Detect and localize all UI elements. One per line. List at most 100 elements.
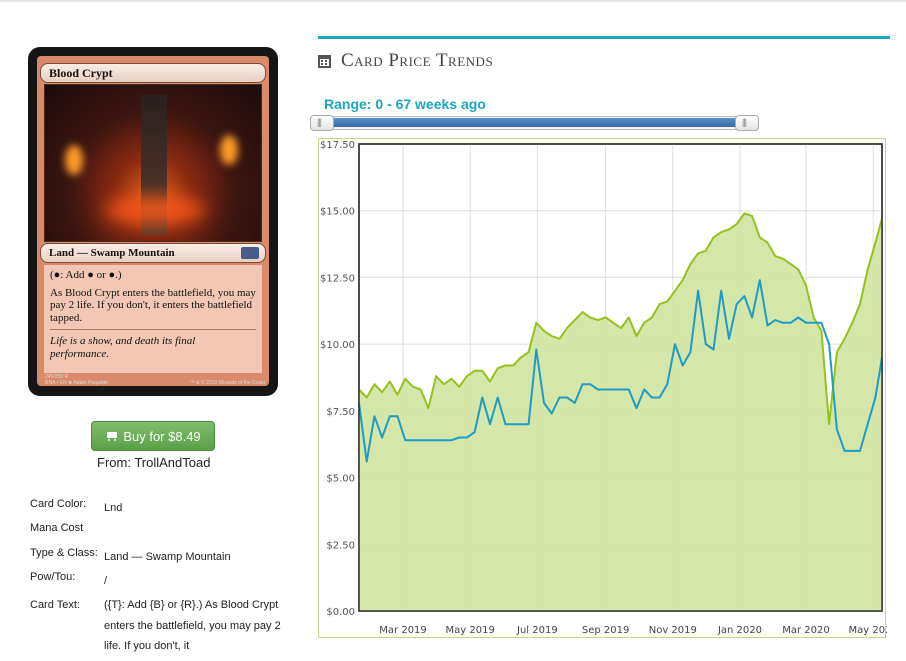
data-point-green bbox=[820, 330, 823, 332]
data-point-blue bbox=[866, 423, 869, 426]
x-tick-label: Jan 2020 bbox=[717, 625, 762, 636]
data-point-blue bbox=[666, 383, 669, 385]
y-tick-label: $7.50 bbox=[326, 407, 355, 418]
card-type-line: Land — Swamp Mountain bbox=[40, 243, 266, 263]
detail-label: Mana Cost bbox=[30, 522, 84, 535]
data-point-green bbox=[782, 257, 784, 260]
data-point-green bbox=[874, 241, 877, 244]
data-point-blue bbox=[597, 388, 599, 391]
data-point-blue bbox=[442, 439, 445, 442]
y-tick-label: $5.00 bbox=[326, 474, 355, 485]
slider-handle-min[interactable] bbox=[310, 115, 334, 131]
detail-value: / bbox=[104, 574, 108, 587]
data-point-blue bbox=[543, 402, 545, 404]
y-tick-label: $15.00 bbox=[320, 207, 355, 218]
data-point-green bbox=[705, 249, 707, 252]
data-point-green bbox=[643, 321, 645, 324]
data-point-blue bbox=[481, 396, 484, 399]
x-tick-label: Jul 2019 bbox=[516, 625, 558, 636]
data-point-green bbox=[651, 316, 653, 319]
data-point-green bbox=[658, 303, 661, 305]
data-point-green bbox=[766, 241, 769, 244]
data-point-blue bbox=[720, 289, 723, 292]
card-text-box: (●: Add ● or ●.) As Blood Crypt enters t… bbox=[44, 265, 262, 373]
plot-frame bbox=[358, 143, 883, 612]
data-point-green bbox=[627, 316, 630, 319]
card-details: Card Color: Lnd Mana Cost Type & Class: … bbox=[30, 498, 290, 657]
data-point-green bbox=[828, 423, 830, 426]
card-image: Blood Crypt Land — Swamp Mountain (●: Ad… bbox=[28, 47, 278, 396]
section-header: Card Price Trends bbox=[318, 50, 493, 72]
data-point-blue bbox=[489, 423, 491, 426]
data-point-green bbox=[851, 321, 854, 324]
data-point-green bbox=[728, 228, 730, 231]
data-point-blue bbox=[766, 324, 769, 327]
data-point-blue bbox=[627, 388, 630, 391]
data-point-green bbox=[681, 279, 684, 281]
data-point-green bbox=[735, 223, 738, 225]
data-point-green bbox=[558, 338, 561, 340]
x-tick-label: Sep 2019 bbox=[582, 625, 629, 636]
data-point-blue bbox=[651, 396, 653, 399]
data-point-blue bbox=[458, 436, 460, 439]
data-point-blue bbox=[435, 439, 437, 442]
detail-row: Card Color: Lnd bbox=[30, 498, 290, 522]
data-point-green bbox=[574, 319, 576, 321]
data-point-blue bbox=[466, 436, 468, 439]
data-point-green bbox=[720, 231, 723, 233]
data-point-green bbox=[581, 311, 584, 313]
data-point-green bbox=[635, 335, 638, 337]
top-border bbox=[0, 0, 906, 2]
detail-value: Land — Swamp Mountain bbox=[104, 550, 231, 563]
data-point-blue bbox=[758, 279, 761, 281]
data-point-blue bbox=[558, 396, 561, 399]
data-point-blue bbox=[805, 321, 807, 324]
card-footer: 245/259 R RNA • EN ❀ Adam Paquette ™ & ©… bbox=[45, 374, 265, 386]
y-tick-label: $10.00 bbox=[320, 340, 355, 351]
data-point-blue bbox=[612, 388, 615, 391]
detail-label: Card Text: bbox=[30, 599, 80, 612]
data-point-green bbox=[389, 380, 391, 383]
data-point-green bbox=[774, 255, 776, 257]
x-tick-label: Nov 2019 bbox=[649, 625, 697, 636]
data-point-blue bbox=[604, 388, 607, 391]
data-point-green bbox=[604, 316, 607, 319]
data-point-blue bbox=[735, 303, 738, 305]
detail-row: Type & Class: Land — Swamp Mountain bbox=[30, 547, 290, 571]
data-point-blue bbox=[836, 428, 838, 431]
data-point-green bbox=[373, 383, 376, 385]
range-label: Range: 0 - 67 weeks ago bbox=[324, 96, 486, 112]
detail-row: Pow/Tou: / bbox=[30, 571, 290, 595]
data-point-blue bbox=[828, 343, 830, 345]
data-point-green bbox=[843, 338, 846, 340]
data-point-green bbox=[620, 327, 622, 329]
buy-button[interactable]: Buy for $8.49 bbox=[91, 421, 215, 451]
slider-handle-max[interactable] bbox=[735, 115, 759, 131]
data-point-green bbox=[512, 364, 514, 367]
buy-button-label: Buy for $8.49 bbox=[123, 428, 201, 444]
shopping-cart-icon bbox=[105, 431, 118, 442]
data-point-green bbox=[550, 335, 553, 337]
detail-value bbox=[104, 522, 290, 546]
data-point-green bbox=[489, 380, 491, 383]
detail-label: Pow/Tou: bbox=[30, 570, 76, 583]
data-point-blue bbox=[620, 388, 622, 391]
data-point-green bbox=[496, 367, 499, 369]
data-point-green bbox=[859, 303, 861, 305]
data-point-blue bbox=[820, 321, 823, 324]
section-title: Card Price Trends bbox=[341, 50, 494, 71]
data-point-blue bbox=[674, 343, 676, 345]
x-tick-label: Mar 2020 bbox=[782, 625, 830, 636]
detail-value: ({T}: Add {B} or {R}.) As Blood Crypt en… bbox=[104, 599, 281, 653]
card-name: Blood Crypt bbox=[40, 63, 266, 83]
data-point-green bbox=[674, 289, 676, 292]
y-tick-label: $12.50 bbox=[320, 273, 355, 284]
data-point-blue bbox=[504, 423, 507, 426]
data-point-green bbox=[535, 321, 538, 324]
card-collector-number: 245/259 R bbox=[45, 374, 69, 380]
data-point-green bbox=[743, 212, 746, 215]
data-point-blue bbox=[689, 351, 692, 353]
x-tick-label: May 2020 bbox=[849, 625, 887, 636]
price-chart[interactable]: $0.00 $2.50 $5.00 $7.50 $10.00 $12.50 $15.00 $1… bbox=[318, 138, 887, 638]
data-point-blue bbox=[874, 396, 877, 399]
